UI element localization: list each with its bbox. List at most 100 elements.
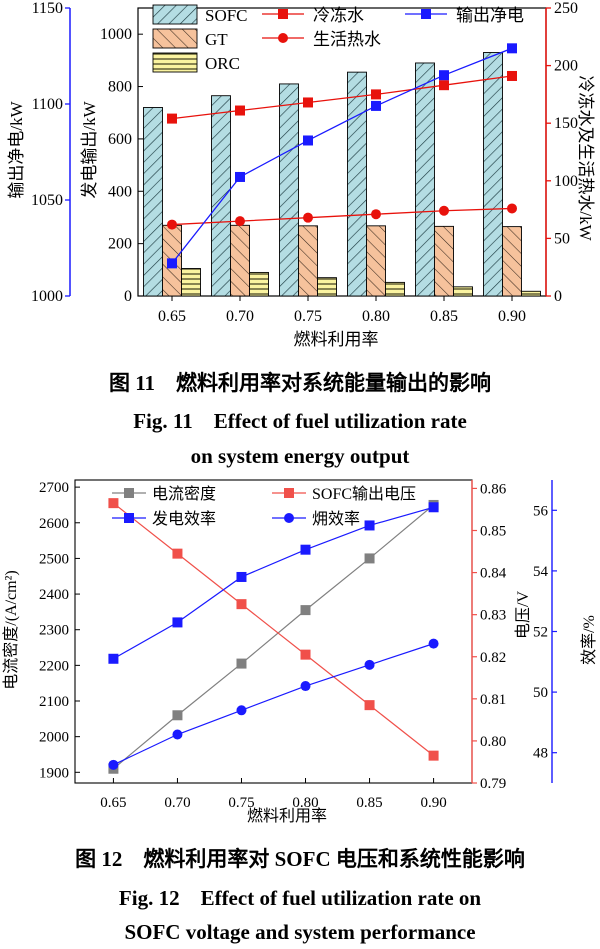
f11-legend-swatch-sofc [152, 4, 198, 25]
f12-x-tick-label: 0.75 [228, 795, 254, 811]
f12-ylabel-left: 电流密度/(A/cm²) [2, 570, 20, 689]
f12-series-point-3 [172, 729, 183, 740]
f11-series-point-2 [507, 43, 517, 54]
f12-legend-marker-3 [284, 513, 294, 523]
f11-right-y-tick-label: 200 [554, 58, 578, 75]
f12-series-point-0 [172, 710, 183, 721]
f11-right-y-tick-label: 250 [554, 0, 578, 17]
f11-series-point-0 [235, 105, 245, 116]
f11-series-point-0 [167, 113, 177, 124]
f11-outer-y-tick-label: 1100 [32, 96, 63, 113]
f12-ylabel-right-inner: 电压/V [514, 591, 532, 639]
f11-inner-y-tick-label: 200 [108, 236, 132, 253]
f12-left-y-tick-label: 2100 [39, 694, 69, 710]
f12-left-y-tick-label: 2300 [39, 623, 69, 639]
f11-series-point-1 [303, 212, 313, 223]
f11-bar-sofc [279, 83, 299, 297]
f12-series-point-1 [364, 700, 375, 711]
f12-x-tick-label: 0.85 [356, 795, 382, 811]
f12-series-point-2 [172, 617, 183, 628]
f11-inner-y-tick-label: 400 [108, 183, 132, 200]
f11-x-tick-label: 0.75 [294, 308, 322, 325]
f11-bar-orc [249, 271, 269, 297]
f11-legend-label-0: 冷冻水 [313, 6, 364, 25]
f12-legend-marker-1 [284, 488, 294, 498]
f11-inner-y-tick-label: 0 [124, 288, 132, 305]
f11-series-point-0 [507, 70, 517, 81]
f11-bar-orc [453, 286, 473, 297]
f12-series-point-0 [364, 553, 375, 564]
f12-series-line-1 [113, 502, 434, 757]
f11-outer-y-tick-label: 1050 [31, 192, 63, 209]
f11-x-tick-label: 0.90 [498, 308, 526, 325]
f11-legend-label-2: 输出净电 [456, 6, 524, 25]
f11-series-point-0 [439, 80, 449, 91]
f12-series-point-1 [108, 498, 119, 509]
f11-series-line-0 [171, 75, 513, 120]
f11-x-tick-label: 0.80 [362, 308, 390, 325]
f11-series-point-2 [439, 70, 449, 81]
f12-x-tick-label: 0.65 [100, 795, 126, 811]
f11-legend-marker-1 [278, 33, 288, 43]
f11-ylabel-right: 冷冻水及生活热水/kW [576, 75, 595, 241]
f11-legend-label-sofc: SOFC [205, 6, 248, 25]
f12-series-point-3 [108, 759, 119, 770]
f11-x-tick-label: 0.85 [430, 308, 458, 325]
f11-series-point-2 [371, 100, 381, 111]
f11-legend-label-gt: GT [205, 30, 228, 49]
f11-series-line-1 [171, 207, 513, 226]
f12-ylabel-right-outer: 效率/% [580, 615, 598, 665]
f11-inner-y-tick-label: 600 [108, 131, 132, 148]
f12-series-point-3 [364, 659, 375, 670]
f11-x-tick-label: 0.70 [226, 308, 254, 325]
f12-series-point-0 [236, 658, 247, 669]
f12-right-inner-y-tick-label: 0.85 [480, 524, 506, 540]
f12-legend-marker-2 [124, 513, 134, 523]
f11-legend-swatch-orc [152, 52, 198, 73]
f11-x-tick-label: 0.65 [158, 308, 186, 325]
f11-bar-gt [434, 225, 454, 297]
f11-series-point-0 [303, 97, 313, 108]
f11-right-y-tick-label: 100 [554, 173, 578, 190]
f11-legend-label-orc: ORC [205, 54, 240, 73]
f12-x-tick-label: 0.90 [420, 795, 446, 811]
f11-right-y-tick-label: 50 [554, 230, 570, 247]
figure-12-chart: 电流密度/(A/cm²) 电压/V 效率/% 燃料利用率 0.65 0.70 0.7… [2, 479, 598, 825]
f11-bar-sofc [347, 71, 367, 297]
f12-series-line-2 [113, 506, 434, 660]
f12-series-line-3 [113, 643, 434, 766]
f12-right-inner-y-tick-label: 0.83 [480, 608, 506, 624]
f11-series-point-2 [303, 135, 313, 146]
f12-x-tick-label: 0.70 [164, 795, 190, 811]
f12-series-point-2 [108, 653, 119, 664]
f11-bar-orc [317, 277, 337, 297]
f11-series-point-2 [167, 258, 177, 269]
f11-bar-sofc [415, 62, 435, 297]
f11-bar-gt [366, 225, 386, 297]
f11-bar-gt [230, 224, 250, 297]
f11-series-point-1 [507, 203, 517, 214]
f12-series-point-2 [428, 502, 439, 513]
f12-left-y-tick-label: 2500 [39, 551, 69, 567]
f12-series-point-3 [428, 638, 439, 649]
f12-series-point-2 [236, 571, 247, 582]
f11-series-line-2 [171, 47, 513, 264]
f12-legend-label-1: SOFC输出电压 [312, 485, 416, 503]
f12-plot-frame [74, 479, 473, 784]
f12-right-inner-y-tick-label: 0.81 [480, 692, 506, 708]
f11-series-point-1 [439, 205, 449, 216]
f11-xlabel: 燃料利用率 [294, 330, 379, 349]
f11-bar-sofc [211, 95, 231, 297]
f12-xlabel: 燃料利用率 [247, 807, 327, 825]
f11-series-point-0 [371, 89, 381, 100]
f12-legend-label-0: 电流密度 [152, 485, 216, 503]
f12-left-y-tick-label: 2400 [39, 587, 69, 603]
f11-series-point-1 [235, 216, 245, 227]
f11-outer-y-tick-label: 1150 [32, 0, 63, 17]
f12-left-y-tick-label: 2700 [39, 480, 69, 496]
f12-series-point-3 [236, 705, 247, 716]
f11-bar-orc [181, 268, 201, 297]
f12-series-point-1 [172, 548, 183, 559]
